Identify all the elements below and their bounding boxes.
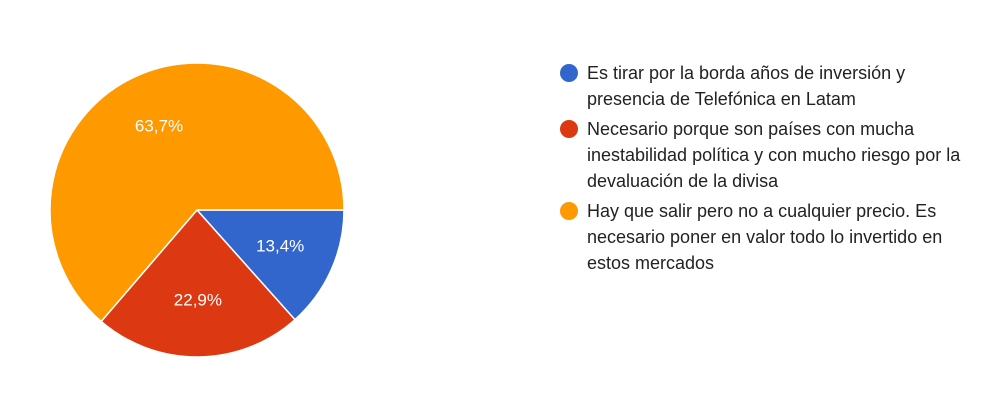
legend-item[interactable]: Necesario porque son países con mucha in… <box>560 116 980 194</box>
legend-label: Necesario porque son países con mucha in… <box>587 119 961 191</box>
legend-item[interactable]: Hay que salir pero no a cualquier precio… <box>560 198 980 276</box>
pie-slice-3[interactable] <box>49 62 345 323</box>
legend-item[interactable]: Es tirar por la borda años de inversión … <box>560 60 980 112</box>
legend-swatch-orange <box>560 202 578 220</box>
pie-slice-2[interactable] <box>100 208 296 358</box>
pie-slice-label-2: 22,9% <box>174 291 222 310</box>
pie-slice-1[interactable] <box>195 209 345 321</box>
pie-slices <box>49 62 345 358</box>
legend-label: Es tirar por la borda años de inversión … <box>587 63 906 109</box>
legend-swatch-blue <box>560 64 578 82</box>
legend-label: Hay que salir pero no a cualquier precio… <box>587 201 943 273</box>
pie-slice-label-3: 63,7% <box>135 117 183 136</box>
legend-swatch-red <box>560 120 578 138</box>
chart-legend: Es tirar por la borda años de inversión … <box>560 60 980 280</box>
pie-slice-label-1: 13,4% <box>256 237 304 256</box>
pie-slice-labels: 13,4% 22,9% 63,7% <box>135 117 304 310</box>
